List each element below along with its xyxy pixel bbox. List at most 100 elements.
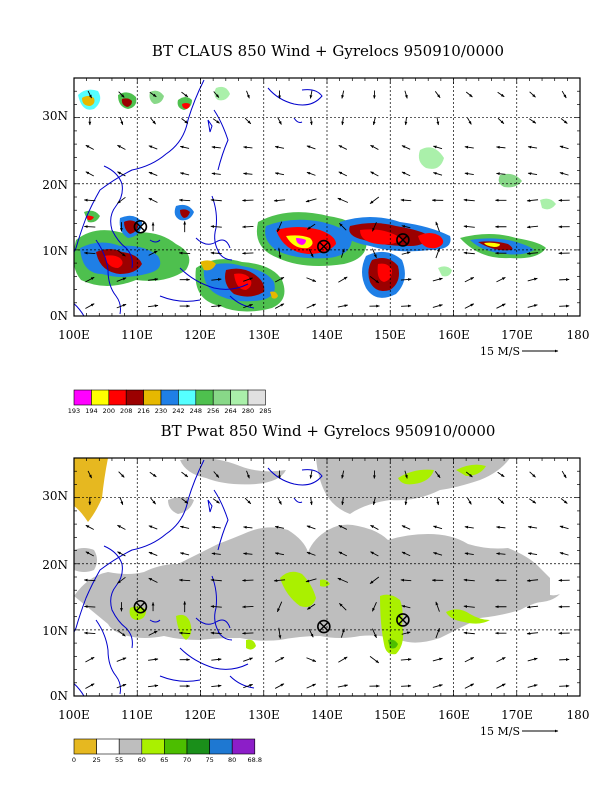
gyre-cross <box>319 241 329 252</box>
colorbar-swatch <box>73 389 92 406</box>
gyre-cross <box>135 222 146 232</box>
wind-vector <box>529 471 536 478</box>
wind-vector <box>273 199 286 202</box>
wind-vector <box>497 497 505 505</box>
coastlines <box>74 459 323 696</box>
gyre-cross <box>135 602 146 612</box>
wind-vector <box>401 605 411 609</box>
x-tick-label: 170E <box>501 328 533 342</box>
y-tick-label: 20N <box>42 558 68 572</box>
x-tick-label: 130E <box>248 328 280 342</box>
wind-vector <box>274 145 285 149</box>
wind-vector <box>464 172 474 176</box>
wind-vector <box>400 198 412 202</box>
wind-vector <box>404 496 408 506</box>
wind-vector <box>340 628 345 638</box>
colorbar-label: 65 <box>160 756 168 764</box>
wind-vector <box>435 601 440 612</box>
gyre-circle <box>317 239 331 254</box>
wind-vector <box>246 470 250 479</box>
wind-vector <box>309 116 313 126</box>
colorbar-label: 75 <box>205 756 213 764</box>
colorbar-label: 242 <box>172 407 184 415</box>
gyre-circle <box>133 599 148 614</box>
wind-vector <box>148 197 158 203</box>
wind-vector <box>527 304 538 308</box>
wind-vector <box>496 145 506 149</box>
wind-vector <box>463 198 475 202</box>
wind-vector <box>529 498 537 504</box>
wind-vector <box>211 552 221 556</box>
wind-vector <box>432 277 443 282</box>
wind-vector <box>242 225 254 229</box>
wind-vector <box>401 551 411 557</box>
gyre-circle <box>133 219 148 234</box>
panel-claus: BT CLAUS 850 Wind + Gyrelocs 950910/0000 <box>42 42 589 415</box>
wind-vector <box>433 552 443 556</box>
wind-vector <box>369 655 380 664</box>
wind-vector <box>436 116 440 126</box>
wind-vector <box>148 145 158 150</box>
wind-vector <box>464 683 475 689</box>
wind-vector <box>496 656 506 663</box>
wind-vector <box>433 145 443 150</box>
x-tick-label: 140E <box>311 708 343 722</box>
wind-vector <box>181 471 189 478</box>
wind-vector <box>116 683 127 689</box>
colorbar-swatch <box>247 389 266 406</box>
wind-vector <box>400 278 412 281</box>
wind-vector <box>306 683 317 689</box>
wind-vector <box>401 525 411 530</box>
colorbar-swatch <box>118 738 143 755</box>
wind-vector <box>306 171 316 176</box>
wind-vector <box>83 631 96 635</box>
wind-vector <box>435 221 440 232</box>
wind-vector <box>85 524 94 530</box>
wind-vector <box>211 684 222 688</box>
x-tick-label: 100E <box>58 328 90 342</box>
x-tick-label: 150E <box>374 708 406 722</box>
y-tick-label: 0N <box>50 309 68 323</box>
wind-vector <box>116 277 127 282</box>
wind-vector <box>466 497 472 505</box>
wind-vector <box>465 471 473 478</box>
x-tick-label: 120E <box>184 328 216 342</box>
wind-vector <box>148 525 158 530</box>
wind-vector <box>401 225 411 229</box>
wind-vector <box>179 145 190 149</box>
wind-vector <box>464 656 475 663</box>
wind-vector <box>179 525 190 529</box>
wind-vector <box>212 118 220 124</box>
wind-vector <box>119 497 124 506</box>
wind-vector <box>338 551 348 557</box>
wind-vector <box>306 303 317 309</box>
wind-vector <box>118 471 125 478</box>
panel-pwat: BT Pwat 850 Wind + Gyrelocs 950910/0000 <box>42 422 589 764</box>
wind-vector <box>276 601 283 613</box>
y-tick-label: 10N <box>42 624 68 638</box>
wind-vector <box>526 605 539 609</box>
colorbar-swatch <box>125 389 144 406</box>
wind-vector <box>436 496 440 506</box>
wind-vector <box>83 251 96 255</box>
wind-vector <box>85 171 94 177</box>
wind-vector <box>178 631 191 635</box>
colorbar-swatch <box>108 389 127 406</box>
wind-vector <box>274 303 285 309</box>
colorbar-label: 68.8 <box>248 756 262 764</box>
wind-vector <box>242 605 254 609</box>
wind-vector <box>526 631 539 635</box>
wind-vector <box>527 525 538 529</box>
colorbar-swatch <box>209 738 233 755</box>
wind-vector <box>463 225 475 228</box>
wind-vector <box>466 117 472 125</box>
wind-vector <box>497 117 505 125</box>
chart-title: BT Pwat 850 Wind + Gyrelocs 950910/0000 <box>161 422 496 440</box>
wind-vector <box>463 631 475 635</box>
wind-vector <box>178 251 191 255</box>
colorbar-swatch <box>73 738 97 755</box>
wind-vector <box>370 171 379 177</box>
wind-vector <box>338 656 348 663</box>
wind-vector <box>369 576 380 584</box>
wind-vector <box>243 145 253 149</box>
